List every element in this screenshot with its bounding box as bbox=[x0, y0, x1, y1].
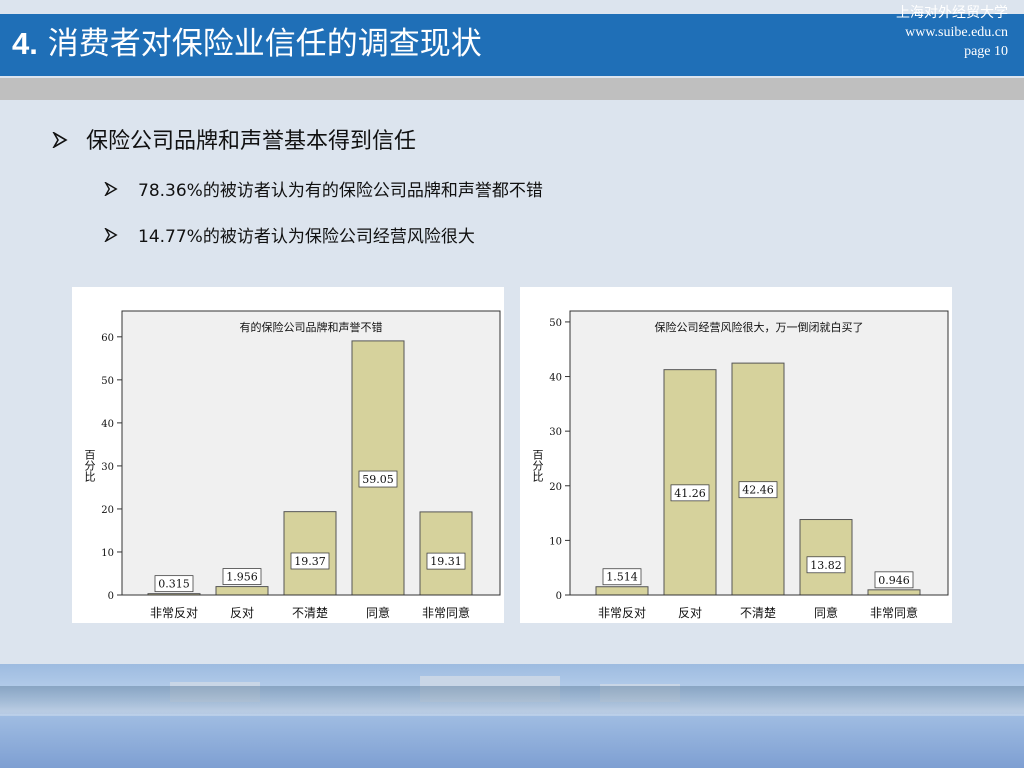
bar bbox=[663, 369, 717, 596]
data-label: 13.82 bbox=[810, 559, 842, 572]
y-tick-label: 0 bbox=[108, 591, 114, 602]
x-tick-label: 不清楚 bbox=[292, 606, 328, 620]
data-label: 19.37 bbox=[294, 555, 326, 568]
university-name: 上海对外经贸大学 bbox=[896, 6, 1008, 21]
y-axis-label: 百分比 bbox=[533, 449, 544, 484]
x-tick-label: 反对 bbox=[230, 606, 254, 620]
x-tick-label: 反对 bbox=[678, 606, 702, 620]
bullet-sub-1: 78.36%的被访者认为有的保险公司品牌和声誉都不错 bbox=[103, 176, 543, 201]
x-tick-label: 同意 bbox=[814, 605, 838, 620]
data-label: 0.946 bbox=[878, 574, 910, 587]
bullet-sub-2: 14.77%的被访者认为保险公司经营风险很大 bbox=[103, 222, 475, 247]
y-tick-label: 30 bbox=[101, 462, 114, 473]
bar bbox=[595, 586, 649, 596]
university-website: www.suibe.edu.cn bbox=[905, 25, 1008, 40]
y-tick-label: 40 bbox=[101, 419, 114, 430]
chart-title: 保险公司经营风险很大，万一倒闭就白买了 bbox=[655, 320, 864, 334]
y-tick-label: 0 bbox=[556, 591, 562, 602]
y-tick-label: 60 bbox=[101, 333, 114, 344]
bullet-main-text: 保险公司品牌和声誉基本得到信任 bbox=[86, 129, 417, 154]
arrow-bullet-icon bbox=[103, 226, 118, 247]
x-tick-label: 非常同意 bbox=[422, 605, 470, 620]
tree-line bbox=[0, 686, 1024, 714]
chart-operating-risk: 保险公司经营风险很大，万一倒闭就白买了 0 10 20 30 40 50 百分比非常反对 1.5… bbox=[520, 287, 952, 623]
data-label-box bbox=[154, 575, 194, 593]
title-text: 消费者对保险业信任的调查现状 bbox=[47, 26, 482, 62]
y-axis-label: 百分比 bbox=[85, 449, 96, 484]
y-tick-label: 10 bbox=[101, 548, 114, 559]
data-label-box bbox=[670, 484, 710, 502]
university-info: 上海对外经贸大学 www.suibe.edu.cn page 10 bbox=[896, 4, 1008, 61]
divider-bar bbox=[0, 78, 1024, 100]
x-tick-label: 非常反对 bbox=[598, 606, 646, 620]
bullet-sub-2-text: 14.77%的被访者认为保险公司经营风险很大 bbox=[138, 227, 475, 247]
data-label: 59.05 bbox=[362, 473, 394, 486]
title-bar: 4. 消费者对保险业信任的调查现状 bbox=[0, 14, 1024, 76]
bar bbox=[731, 362, 785, 596]
y-tick-label: 50 bbox=[549, 318, 562, 329]
arrow-bullet-icon bbox=[51, 129, 68, 154]
x-tick-label: 同意 bbox=[366, 605, 390, 620]
bullet-sub-1-text: 78.36%的被访者认为有的保险公司品牌和声誉都不错 bbox=[138, 181, 543, 201]
x-tick-label: 非常反对 bbox=[150, 606, 198, 620]
data-label-box bbox=[738, 481, 778, 499]
data-label-box bbox=[806, 556, 846, 574]
x-tick-label: 非常同意 bbox=[870, 605, 918, 620]
bullet-main: 保险公司品牌和声誉基本得到信任 bbox=[51, 123, 417, 155]
data-label-box bbox=[358, 470, 398, 488]
data-label-box bbox=[874, 571, 914, 589]
data-label: 1.514 bbox=[606, 571, 638, 584]
lake-water bbox=[0, 716, 1024, 768]
y-tick-label: 20 bbox=[101, 505, 114, 516]
x-tick-label: 不清楚 bbox=[740, 606, 776, 620]
chart-title: 有的保险公司品牌和声誉不错 bbox=[240, 320, 383, 334]
data-label-box bbox=[222, 568, 262, 585]
data-label: 41.26 bbox=[674, 487, 706, 500]
data-label-box bbox=[290, 552, 330, 570]
slide-title: 4. 消费者对保险业信任的调查现状 bbox=[12, 24, 482, 64]
title-number: 4. bbox=[12, 26, 38, 61]
y-tick-label: 40 bbox=[549, 373, 562, 384]
data-label: 19.31 bbox=[430, 555, 462, 568]
y-tick-label: 30 bbox=[549, 427, 562, 438]
bar bbox=[215, 586, 269, 596]
data-label: 42.46 bbox=[742, 484, 774, 497]
bar bbox=[351, 340, 405, 596]
y-tick-label: 20 bbox=[549, 482, 562, 493]
data-label-box bbox=[602, 568, 642, 586]
y-tick-label: 10 bbox=[549, 536, 562, 547]
campus-photo-banner bbox=[0, 664, 1024, 768]
page-number: page 10 bbox=[964, 44, 1008, 59]
data-label: 1.956 bbox=[226, 571, 258, 584]
arrow-bullet-icon bbox=[103, 180, 118, 201]
y-tick-label: 50 bbox=[101, 376, 114, 387]
chart-brand-reputation: 有的保险公司品牌和声誉不错 0 10 20 30 40 50 60 百分比非常反对 0.315 反对… bbox=[72, 287, 504, 623]
data-label-box bbox=[426, 552, 466, 570]
data-label: 0.315 bbox=[158, 578, 190, 591]
bar bbox=[867, 589, 921, 596]
